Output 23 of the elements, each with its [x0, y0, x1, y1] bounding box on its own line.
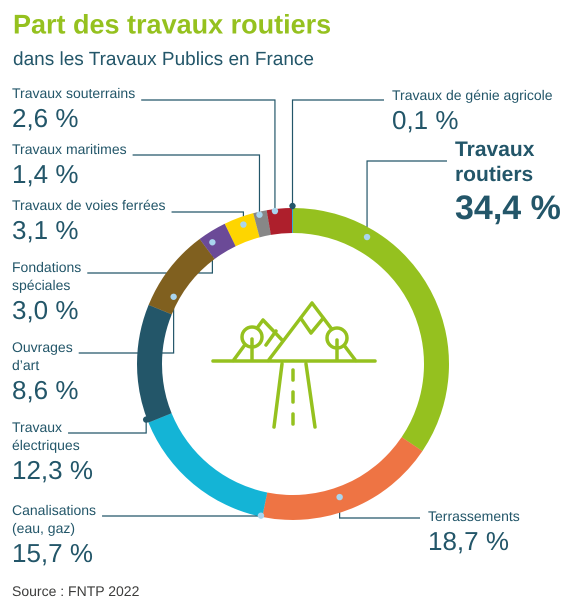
- slice-label: Terrassements: [428, 508, 520, 524]
- data-label: 2,6 %: [12, 103, 78, 133]
- data-label: 1,4 %: [12, 159, 78, 189]
- slice-label: Travaux souterrains: [12, 85, 136, 101]
- data-label: 34,4 %: [455, 189, 561, 227]
- data-label: 8,6 %: [12, 375, 78, 405]
- slice-label: Canalisations (eau, gaz): [12, 502, 96, 536]
- slice-label: Ouvrages d’art: [12, 339, 73, 373]
- data-label: 12,3 %: [12, 455, 93, 485]
- slice-label: Fondations spéciales: [12, 259, 82, 293]
- data-label: 3,0 %: [12, 295, 78, 325]
- chart-subtitle: dans les Travaux Publics en France: [13, 49, 314, 70]
- data-label: 0,1 %: [392, 105, 458, 135]
- slice-label: Travaux maritimes: [12, 141, 127, 157]
- source-note: Source : FNTP 2022: [12, 583, 140, 599]
- slice-label: Travaux électriques: [12, 419, 80, 453]
- slice-label: Travaux routiers: [455, 138, 535, 186]
- chart-title: Part des travaux routiers: [13, 10, 332, 40]
- slice-label: Travaux de génie agricole: [392, 87, 553, 103]
- slice-label: Travaux de voies ferrées: [12, 197, 166, 213]
- data-label: 3,1 %: [12, 215, 78, 245]
- data-label: 18,7 %: [428, 526, 509, 556]
- data-label: 15,7 %: [12, 538, 93, 568]
